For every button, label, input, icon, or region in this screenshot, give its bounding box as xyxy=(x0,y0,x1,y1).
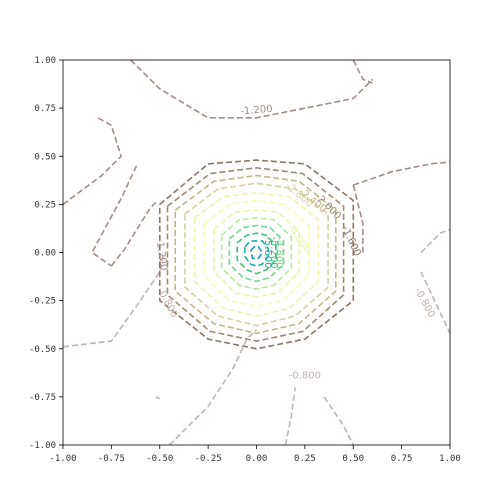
x-tick-label: 0.50 xyxy=(342,454,364,464)
x-tick-label: 0.25 xyxy=(294,454,316,464)
contour-line--5_2-0 xyxy=(236,232,277,275)
y-tick-label: 0.75 xyxy=(34,104,56,114)
contour-line--4_4-0 xyxy=(220,217,293,290)
x-tick-label: 0.75 xyxy=(391,454,413,464)
contour-line--1_6-0 xyxy=(159,159,355,350)
contour-label: -0.800 xyxy=(289,371,321,382)
contour-line--0_8-6 xyxy=(155,396,161,400)
contour-lines xyxy=(63,60,450,445)
contour-line--3_6-0 xyxy=(203,199,310,308)
y-tick-label: -0.50 xyxy=(29,345,56,355)
contour-label: -5.600 xyxy=(262,236,273,268)
contour-line--0_8-2 xyxy=(284,387,296,445)
x-tick-label: 0.00 xyxy=(246,454,268,464)
contour-label: -1.200 xyxy=(154,238,169,271)
contour-line--0_8-4 xyxy=(420,228,450,254)
contour-line--1_2-0 xyxy=(63,117,123,206)
contour-line--1_2-2 xyxy=(110,201,157,267)
contour-label: -1.200 xyxy=(240,104,273,118)
contour-line--0_8-1 xyxy=(168,328,258,445)
x-axis-ticks: -1.00 -0.75 -0.50 -0.25 0.00 0.25 0.50 0.75 1.00 xyxy=(49,445,461,464)
contour-line--6-0 xyxy=(249,245,264,260)
x-tick-label: -0.75 xyxy=(98,454,125,464)
x-tick-label: -0.50 xyxy=(146,454,173,464)
y-tick-label: 1.00 xyxy=(34,56,56,66)
contour-line--4-0 xyxy=(213,209,300,298)
y-tick-label: -0.75 xyxy=(29,393,56,403)
contour-line--1_2-6 xyxy=(352,184,364,253)
contour-line--1_2-1 xyxy=(90,165,138,267)
y-tick-label: 0.50 xyxy=(34,152,56,162)
y-tick-label: 0.25 xyxy=(34,200,56,210)
contour-line--0_8-0 xyxy=(63,252,165,348)
contour-label: -5.200 xyxy=(268,236,279,268)
contour-line--0_8-3 xyxy=(323,396,355,445)
contour-line--2-0 xyxy=(166,166,345,342)
contour-line--5_6-0 xyxy=(244,240,269,267)
y-tick-label: -0.25 xyxy=(29,297,56,307)
contour-line--1_2-3 xyxy=(130,60,374,119)
x-tick-label: -1.00 xyxy=(49,454,76,464)
contour-line--3_2-0 xyxy=(193,191,320,317)
contour-line--1_2-5 xyxy=(353,161,450,186)
contour-line--2_8-0 xyxy=(184,182,329,327)
contour-line--1_2-4 xyxy=(352,60,373,84)
contour-line--2_4-0 xyxy=(174,174,337,335)
y-tick-label: -1.00 xyxy=(29,441,56,451)
contour-label: -4.800 xyxy=(274,236,285,268)
y-tick-label: 0.00 xyxy=(34,249,56,259)
x-tick-label: 1.00 xyxy=(439,454,461,464)
x-tick-label: -0.25 xyxy=(195,454,222,464)
contour-line--4_8-0 xyxy=(228,224,285,283)
contour-line--0_8-5 xyxy=(420,271,450,334)
y-axis-ticks: -1.00 -0.75 -0.50 -0.25 0.00 0.25 0.50 0.75 1.00 xyxy=(29,56,63,451)
